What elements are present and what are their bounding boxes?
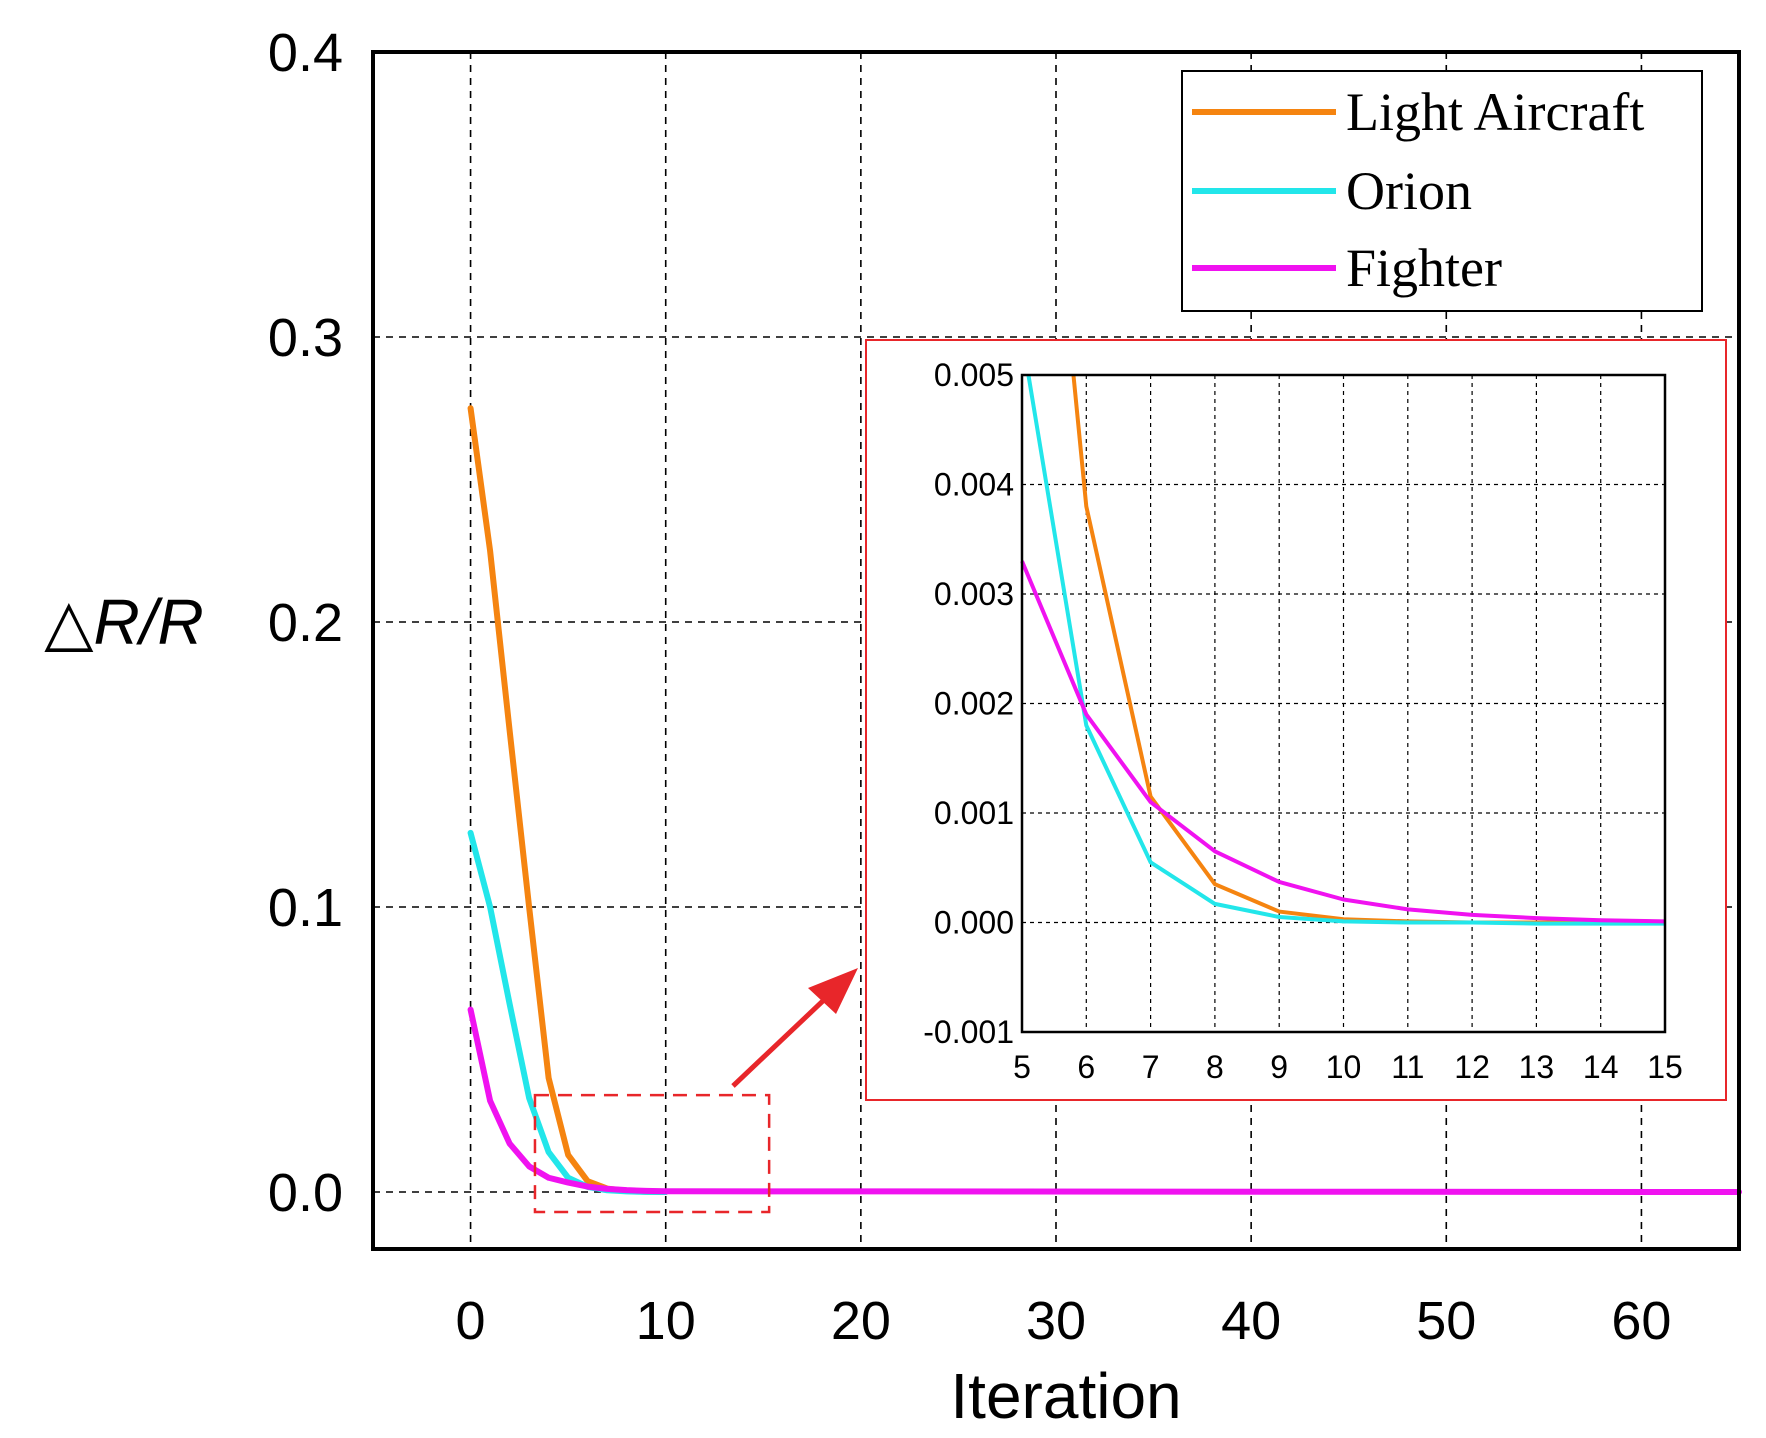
x-tick-label: 10 xyxy=(636,1291,696,1351)
zoom-region-box xyxy=(533,1093,771,1214)
zoom-arrow xyxy=(731,968,858,1088)
inset-y-tick-label: 0.003 xyxy=(934,576,1014,612)
main-plot-frame xyxy=(371,50,1741,1251)
y-tick-label: 0.3 xyxy=(268,308,343,368)
inset-series-group xyxy=(1020,374,1666,926)
x-tick-label: 40 xyxy=(1221,1291,1281,1351)
inset-x-tick-label: 10 xyxy=(1326,1049,1362,1085)
inset-x-tick-label: 12 xyxy=(1454,1049,1490,1085)
y-tick-label: 0.2 xyxy=(268,593,343,653)
inset-series-line-orion xyxy=(1026,374,1665,926)
arrow-head xyxy=(808,968,858,1014)
inset-y-tick-label: -0.001 xyxy=(923,1014,1014,1050)
inset-x-tick-label: 6 xyxy=(1077,1049,1095,1085)
inset-y-tick-label: 0.005 xyxy=(934,357,1014,393)
legend-label-orion: Orion xyxy=(1346,161,1472,221)
x-tick-label: 50 xyxy=(1416,1291,1476,1351)
inset-border xyxy=(865,339,1727,1101)
y-tick-label: 0.1 xyxy=(268,878,343,938)
inset-x-tick-label: 15 xyxy=(1647,1049,1683,1085)
inset-series-line-fighter xyxy=(1020,560,1666,924)
inset-x-tick-label: 9 xyxy=(1270,1049,1288,1085)
legend-label-fighter: Fighter xyxy=(1346,238,1502,298)
x-tick-label: 0 xyxy=(456,1291,486,1351)
x-tick-label: 60 xyxy=(1611,1291,1671,1351)
y-tick-label: 0.4 xyxy=(268,23,343,83)
inset-y-tick-label: 0.000 xyxy=(934,905,1014,941)
series-line-fighter xyxy=(467,1006,1742,1195)
inset-tick-labels: 5 6 7 8 9 10 11 12 13 14 15 -0.001 0.000 0.001 0.002 0.… xyxy=(923,357,1683,1085)
main-series-group xyxy=(467,405,1742,1195)
arrow-shaft xyxy=(731,996,828,1088)
inset-plot-frame xyxy=(1020,373,1667,1034)
inset-x-tick-label: 11 xyxy=(1391,1049,1424,1085)
inset-y-tick-label: 0.004 xyxy=(934,467,1014,503)
inset-x-tick-label: 5 xyxy=(1013,1049,1031,1085)
x-tick-label: 30 xyxy=(1026,1291,1086,1351)
legend-label-light-aircraft: Light Aircraft xyxy=(1346,82,1644,142)
main-tick-labels: 0 10 20 30 40 50 60 0.0 0.1 0.2 0.3 0.4 xyxy=(268,23,1672,1351)
inset-chart: 5 6 7 8 9 10 11 12 13 14 15 -0.001 0.000 0.001 0.002 0.… xyxy=(865,339,1727,1101)
x-tick-label: 20 xyxy=(831,1291,891,1351)
legend: Light Aircraft Orion Fighter xyxy=(1181,70,1703,312)
inset-y-tick-label: 0.002 xyxy=(934,686,1014,722)
y-axis-title: △R/R xyxy=(44,586,203,658)
y-tick-label: 0.0 xyxy=(268,1163,343,1223)
inset-y-tick-label: 0.001 xyxy=(934,795,1014,831)
inset-x-tick-label: 7 xyxy=(1142,1049,1160,1085)
inset-x-tick-label: 8 xyxy=(1206,1049,1224,1085)
inset-x-tick-label: 13 xyxy=(1519,1049,1555,1085)
x-axis-title: Iteration xyxy=(950,1360,1181,1432)
inset-x-tick-label: 14 xyxy=(1583,1049,1619,1085)
